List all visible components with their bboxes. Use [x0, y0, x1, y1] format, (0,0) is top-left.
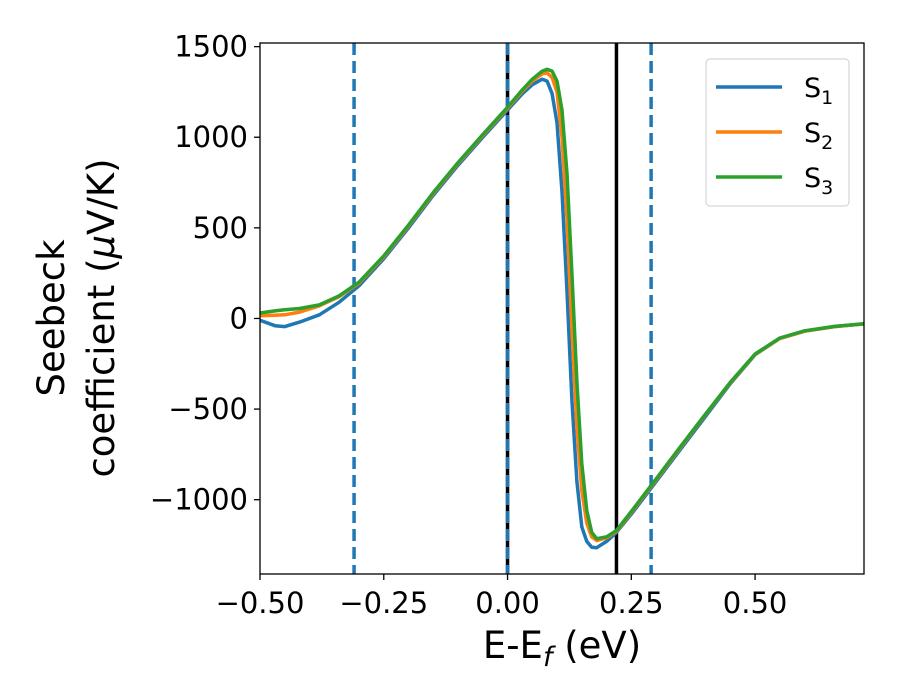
x-tick-label: 0.50: [723, 586, 788, 620]
legend-label-S3: S3: [804, 163, 833, 199]
x-tick-label: 0.00: [475, 586, 540, 620]
x-axis-label-unit: (eV): [552, 624, 641, 667]
y-axis-label-line2: coefficient (μV/K): [80, 158, 123, 477]
x-tick-label: 0.25: [599, 586, 664, 620]
legend: S1 S2 S3: [705, 58, 850, 207]
y-axis: −1000 −500 0 500 1000 1500: [150, 30, 260, 517]
legend-label-S2: S2: [804, 118, 833, 154]
x-axis: −0.50 −0.25 0.00 0.25 0.50: [216, 574, 788, 620]
y-tick-label: 500: [193, 211, 248, 245]
plot-frame: [259, 42, 865, 575]
series-lines: [260, 67, 864, 550]
reference-lines: [352, 43, 653, 574]
y-tick-label: −500: [168, 392, 248, 426]
y-tick-label: 1000: [174, 120, 248, 154]
legend-label-S1: S1: [804, 73, 833, 109]
x-tick-label: −0.50: [216, 586, 305, 620]
y-tick-label: 1500: [174, 30, 248, 64]
y-tick-label: 0: [230, 301, 248, 335]
y-axis-label: Seebeck coefficient (μV/K): [30, 158, 123, 477]
x-tick-label: −0.25: [339, 586, 428, 620]
x-axis-label: E-Ef (eV): [483, 624, 641, 673]
series-line-S3: [260, 67, 864, 541]
y-tick-label: −1000: [150, 483, 248, 517]
y-axis-label-line1: Seebeck: [30, 239, 73, 397]
